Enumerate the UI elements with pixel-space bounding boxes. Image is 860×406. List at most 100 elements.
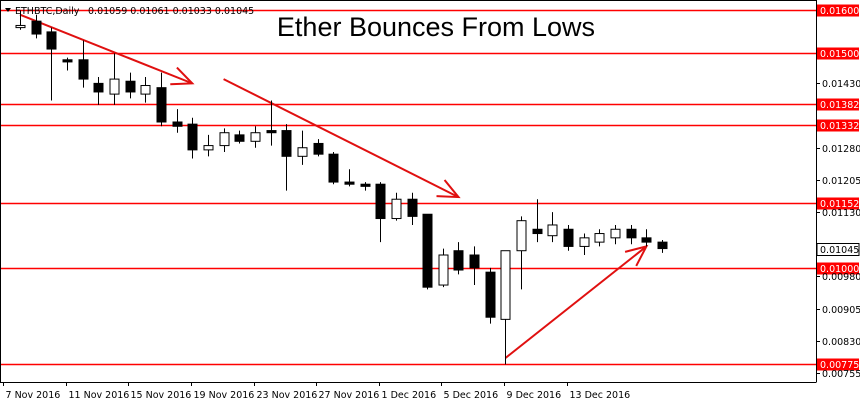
candle-body-39 xyxy=(626,228,637,239)
candle-body-23 xyxy=(375,183,386,220)
candle-20[interactable] xyxy=(328,152,339,185)
candle-8[interactable] xyxy=(140,76,151,103)
candle-31[interactable] xyxy=(500,250,511,365)
candle-40[interactable] xyxy=(641,229,652,247)
candle-30[interactable] xyxy=(485,267,496,324)
candle-11[interactable] xyxy=(187,117,198,159)
candle-body-29 xyxy=(469,254,480,269)
y-tick-label-5: 0.00905 xyxy=(822,305,860,316)
candle-body-16 xyxy=(266,130,277,134)
collapse-triangle-icon[interactable] xyxy=(5,8,11,12)
candle-body-35 xyxy=(563,228,574,247)
candle-15[interactable] xyxy=(250,126,261,148)
candle-body-36 xyxy=(579,237,590,247)
candle-body-22 xyxy=(360,183,371,187)
level-label-1: 0.01500 xyxy=(820,49,859,60)
candle-1[interactable] xyxy=(31,14,42,39)
y-tick-label-6: 0.00830 xyxy=(822,337,860,348)
level-label-3: 0.01332 xyxy=(820,121,859,132)
candle-0[interactable] xyxy=(15,10,26,30)
candle-4[interactable] xyxy=(78,40,89,88)
candle-27[interactable] xyxy=(438,248,449,288)
candle-21[interactable] xyxy=(344,169,355,187)
x-tick-label-8: 9 Dec 2016 xyxy=(507,390,562,401)
candle-37[interactable] xyxy=(594,229,605,247)
candle-body-6 xyxy=(109,78,120,95)
candle-5[interactable] xyxy=(93,76,104,105)
current-price-label: 0.01045 xyxy=(820,245,859,256)
price-axis: 0.01430 0.01280 0.01205 0.01130 0.00980 0.009… xyxy=(816,79,860,380)
candle-body-2 xyxy=(46,31,57,50)
candle-body-37 xyxy=(594,233,605,243)
candle-17[interactable] xyxy=(281,124,292,191)
candle-body-32 xyxy=(516,220,527,252)
y-tick-label-2: 0.01205 xyxy=(822,176,860,187)
candle-14[interactable] xyxy=(234,130,245,144)
candle-29[interactable] xyxy=(469,246,480,286)
candle-body-11 xyxy=(187,123,198,151)
candle-16[interactable] xyxy=(266,100,277,146)
candle-body-20 xyxy=(328,153,339,183)
candle-19[interactable] xyxy=(313,139,324,157)
candle-41[interactable] xyxy=(657,239,668,253)
candle-24[interactable] xyxy=(391,192,402,221)
candle-38[interactable] xyxy=(610,224,621,245)
candle-28[interactable] xyxy=(453,242,464,275)
candle-body-17 xyxy=(281,130,292,157)
candle-body-9 xyxy=(156,87,167,123)
candle-body-24 xyxy=(391,198,402,220)
candle-39[interactable] xyxy=(626,224,637,245)
candle-7[interactable] xyxy=(125,72,136,99)
y-tick-label-3: 0.01130 xyxy=(822,208,860,219)
candle-32[interactable] xyxy=(516,216,527,290)
candle-22[interactable] xyxy=(360,182,371,191)
candle-10[interactable] xyxy=(172,109,183,133)
trend-arrow-shaft-2 xyxy=(504,245,648,359)
candle-body-14 xyxy=(234,134,245,142)
x-tick-label-3: 19 Nov 2016 xyxy=(194,390,255,401)
chart-headline: Ether Bounces From Lows xyxy=(277,12,595,42)
level-tag-3 xyxy=(817,119,859,132)
candle-body-8 xyxy=(140,85,151,95)
x-tick-label-9: 13 Dec 2016 xyxy=(570,390,631,401)
candle-body-12 xyxy=(203,145,214,151)
candle-body-40 xyxy=(641,237,652,243)
level-tag-4 xyxy=(817,197,859,210)
candle-12[interactable] xyxy=(203,134,214,157)
candle-body-0 xyxy=(15,24,26,29)
trend-arrow-1[interactable] xyxy=(223,78,461,199)
candle-body-25 xyxy=(407,198,418,217)
candle-18[interactable] xyxy=(297,130,308,165)
y-tick-label-4: 0.00980 xyxy=(822,272,860,283)
candle-6[interactable] xyxy=(109,53,120,105)
current-price-tag xyxy=(816,243,860,256)
candle-13[interactable] xyxy=(219,128,230,153)
candle-35[interactable] xyxy=(563,224,574,251)
trend-arrow-shaft-0 xyxy=(19,13,193,85)
candle-body-7 xyxy=(125,80,136,93)
level-tag-6 xyxy=(817,358,859,371)
level-tag-2 xyxy=(817,98,859,111)
trend-arrow-0[interactable] xyxy=(19,13,195,86)
candle-26[interactable] xyxy=(422,213,433,290)
candle-body-21 xyxy=(344,181,355,185)
x-tick-label-6: 1 Dec 2016 xyxy=(382,390,437,401)
candle-3[interactable] xyxy=(62,57,73,71)
candle-body-19 xyxy=(313,142,324,155)
x-tick-label-0: 7 Nov 2016 xyxy=(6,390,61,401)
level-label-4: 0.01152 xyxy=(820,199,859,210)
x-tick-label-4: 23 Nov 2016 xyxy=(257,390,318,401)
candle-body-15 xyxy=(250,132,261,142)
candle-25[interactable] xyxy=(407,192,418,225)
y-tick-label-7: 0.00755 xyxy=(822,369,860,380)
candle-body-27 xyxy=(438,254,449,286)
candle-23[interactable] xyxy=(375,182,386,243)
candle-34[interactable] xyxy=(547,212,558,243)
candle-9[interactable] xyxy=(156,72,167,127)
candle-36[interactable] xyxy=(579,233,590,256)
candle-body-41 xyxy=(657,241,668,250)
candle-2[interactable] xyxy=(46,27,57,101)
candle-33[interactable] xyxy=(532,199,543,243)
x-tick-label-2: 15 Nov 2016 xyxy=(131,390,192,401)
level-label-0: 0.01600 xyxy=(820,6,859,17)
